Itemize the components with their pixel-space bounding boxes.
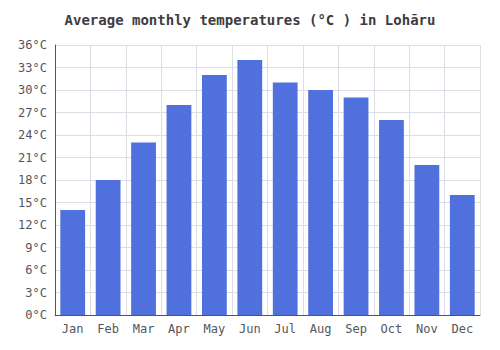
svg-text:15°C: 15°C — [18, 196, 47, 210]
svg-text:18°C: 18°C — [18, 173, 47, 187]
svg-text:Average monthly temperatures (: Average monthly temperatures (°C ) in Lo… — [65, 12, 436, 28]
svg-text:30°C: 30°C — [18, 83, 47, 97]
svg-text:Aug: Aug — [310, 322, 332, 336]
svg-text:6°C: 6°C — [25, 263, 47, 277]
svg-text:24°C: 24°C — [18, 128, 47, 142]
svg-text:Dec: Dec — [451, 322, 473, 336]
svg-text:9°C: 9°C — [25, 241, 47, 255]
svg-text:May: May — [204, 322, 226, 336]
svg-text:Sep: Sep — [345, 322, 367, 336]
svg-text:3°C: 3°C — [25, 286, 47, 300]
svg-text:Feb: Feb — [97, 322, 119, 336]
svg-text:Jan: Jan — [62, 322, 84, 336]
svg-text:Apr: Apr — [168, 322, 190, 336]
svg-text:Nov: Nov — [416, 322, 438, 336]
svg-text:Oct: Oct — [381, 322, 403, 336]
svg-text:Mar: Mar — [133, 322, 155, 336]
svg-text:Jun: Jun — [239, 322, 261, 336]
svg-text:12°C: 12°C — [18, 218, 47, 232]
svg-text:33°C: 33°C — [18, 61, 47, 75]
svg-text:36°C: 36°C — [18, 38, 47, 52]
svg-text:27°C: 27°C — [18, 106, 47, 120]
svg-text:Jul: Jul — [274, 322, 296, 336]
svg-text:0°C: 0°C — [25, 308, 47, 322]
svg-text:21°C: 21°C — [18, 151, 47, 165]
